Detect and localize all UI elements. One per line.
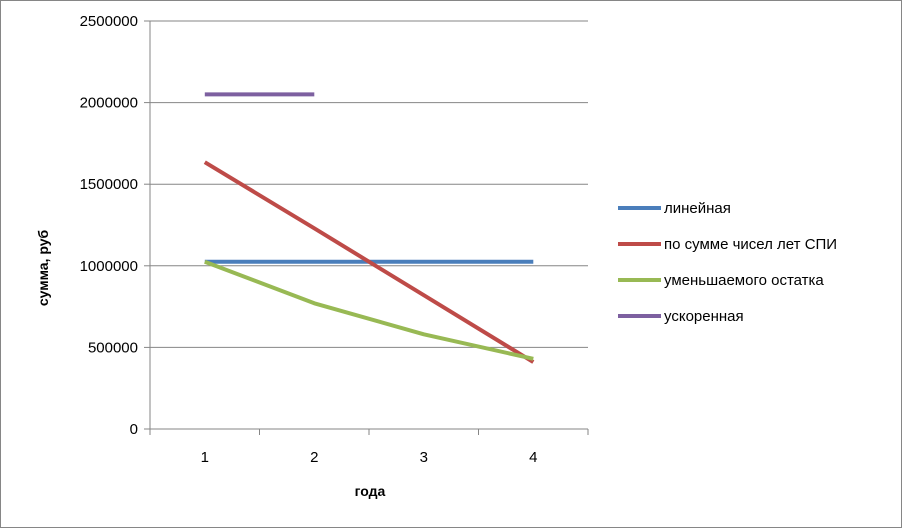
- series-lines: [203, 92, 535, 364]
- legend-label: линейная: [664, 200, 731, 217]
- axes: [144, 20, 589, 435]
- x-tick-label: 4: [529, 449, 537, 466]
- y-axis-title: сумма, руб: [35, 230, 51, 307]
- x-axis-title: года: [355, 483, 386, 499]
- gridlines: [150, 20, 588, 348]
- series-line-3: [204, 259, 534, 361]
- y-tick-label: 0: [130, 421, 138, 438]
- legend-label: уменьшаемого остатка: [664, 272, 824, 289]
- y-tick-labels: 0 500000 1000000 1500000 2000000 2500000: [80, 13, 138, 438]
- y-tick-label: 2000000: [80, 95, 138, 112]
- y-tick-label: 1000000: [80, 258, 138, 275]
- series-line-2: [203, 160, 535, 364]
- legend-label: ускоренная: [664, 308, 744, 325]
- x-tick-labels: 1 2 3 4: [201, 449, 538, 466]
- x-tick-label: 2: [310, 449, 318, 466]
- x-tick-label: 3: [420, 449, 428, 466]
- y-tick-label: 500000: [88, 339, 138, 356]
- legend-label: по сумме чисел лет СПИ: [664, 236, 837, 253]
- y-tick-label: 1500000: [80, 176, 138, 193]
- x-tick-label: 1: [201, 449, 209, 466]
- y-tick-label: 2500000: [80, 13, 138, 30]
- legend: линейная по сумме чисел лет СПИ уменьшаемо…: [618, 200, 837, 325]
